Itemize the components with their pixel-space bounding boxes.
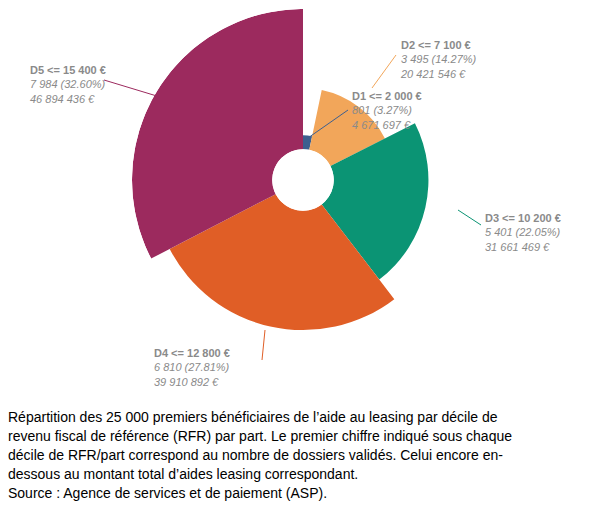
html-text:revenu fiscal de référence (RF: revenu fiscal de référence (RFR) par par…: [8, 428, 512, 444]
html-text:Source : Agence de services et: Source : Agence de services et de paieme…: [8, 485, 328, 501]
svg-text:D2 <= 7 100 €3 495 (14.27%)20: D2 <= 7 100 €3 495 (14.27%)20 421 546 €: [400, 39, 477, 80]
svg-text:D1 <= 2 000 €801 (3.27%)4 671: D1 <= 2 000 €801 (3.27%)4 671 697 €: [352, 90, 422, 131]
html-text:dessous au montant total d’aid: dessous au montant total d’aides leasing…: [8, 466, 359, 482]
svg-text:D3 <= 10 200 €5 401 (22.05%)31: D3 <= 10 200 €5 401 (22.05%)31 661 469 €: [485, 212, 561, 253]
html-text:décile de RFR/part correspond: décile de RFR/part correspond au nombre …: [8, 447, 503, 463]
svg-text:D4 <= 12 800 €6 810 (27.81%)39: D4 <= 12 800 €6 810 (27.81%)39 910 892 €: [154, 347, 230, 388]
html-text:Répartition des 25 000 premier: Répartition des 25 000 premiers bénéfici…: [8, 409, 498, 425]
svg-text:D5 <= 15 400 €7 984 (32.60%)46: D5 <= 15 400 €7 984 (32.60%)46 894 436 €: [30, 64, 106, 105]
